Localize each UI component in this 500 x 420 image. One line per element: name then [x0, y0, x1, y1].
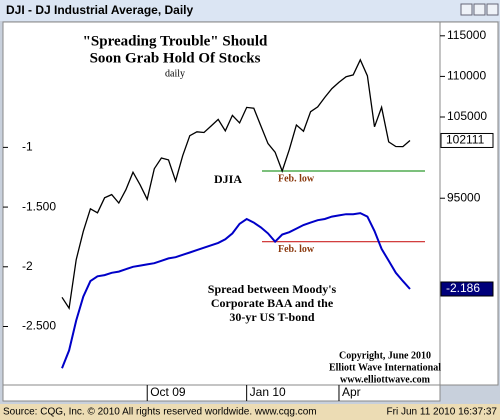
last-value-box [440, 281, 494, 297]
series-line [61, 212, 411, 369]
button-close[interactable] [486, 3, 499, 16]
annotation: DJIA [214, 172, 242, 186]
title-bar [0, 0, 500, 21]
x-axis-panel [2, 384, 441, 402]
y-tick-label: 105000 [447, 109, 487, 123]
x-tick-label: Oct 09 [150, 385, 186, 399]
y-tick-label: 110000 [447, 69, 486, 83]
annotation: Elliott Wave International [329, 362, 441, 373]
window-title: DJI - DJ Industrial Average, Daily [6, 3, 193, 17]
y2-tick-label: -2.500 [22, 319, 56, 333]
annotation: 30-yr US T-bond [229, 310, 314, 324]
footer [0, 404, 500, 420]
level-label: Feb. low [278, 244, 315, 255]
series-line [61, 58, 411, 310]
last-value-box [440, 132, 494, 148]
annotation: Soon Grab Hold Of Stocks [90, 50, 261, 66]
right-axis-panel [439, 21, 499, 386]
button-maximize[interactable] [473, 3, 486, 16]
button-minimize[interactable] [460, 3, 473, 16]
y2-tick-label: -1.500 [22, 199, 56, 213]
footer-date: Fri Jun 11 2010 16:37:37 [387, 407, 498, 418]
annotation: www.elliottwave.com [340, 374, 431, 385]
footer-source: Source: CQG, Inc. © 2010 All rights rese… [3, 407, 317, 418]
y2-tick-label: -1 [22, 140, 33, 154]
level-label: Feb. low [278, 173, 315, 184]
y-tick-label: 95000 [447, 190, 481, 204]
annotation: "Spreading Trouble" Should [83, 33, 268, 49]
plot-area [2, 21, 441, 386]
annotation: Spread between Moody's [208, 282, 337, 296]
last-value-label: 102111 [446, 133, 485, 147]
annotation: Corporate BAA and the [211, 296, 334, 310]
annotation: daily [165, 68, 185, 79]
x-tick-label: Apr [342, 385, 361, 399]
x-tick-label: Jan 10 [250, 385, 286, 399]
annotation: Copyright, June 2010 [339, 350, 431, 361]
y2-tick-label: -2 [22, 259, 33, 273]
last-value-label: -2.186 [446, 281, 480, 295]
y-tick-label: 115000 [447, 28, 486, 42]
